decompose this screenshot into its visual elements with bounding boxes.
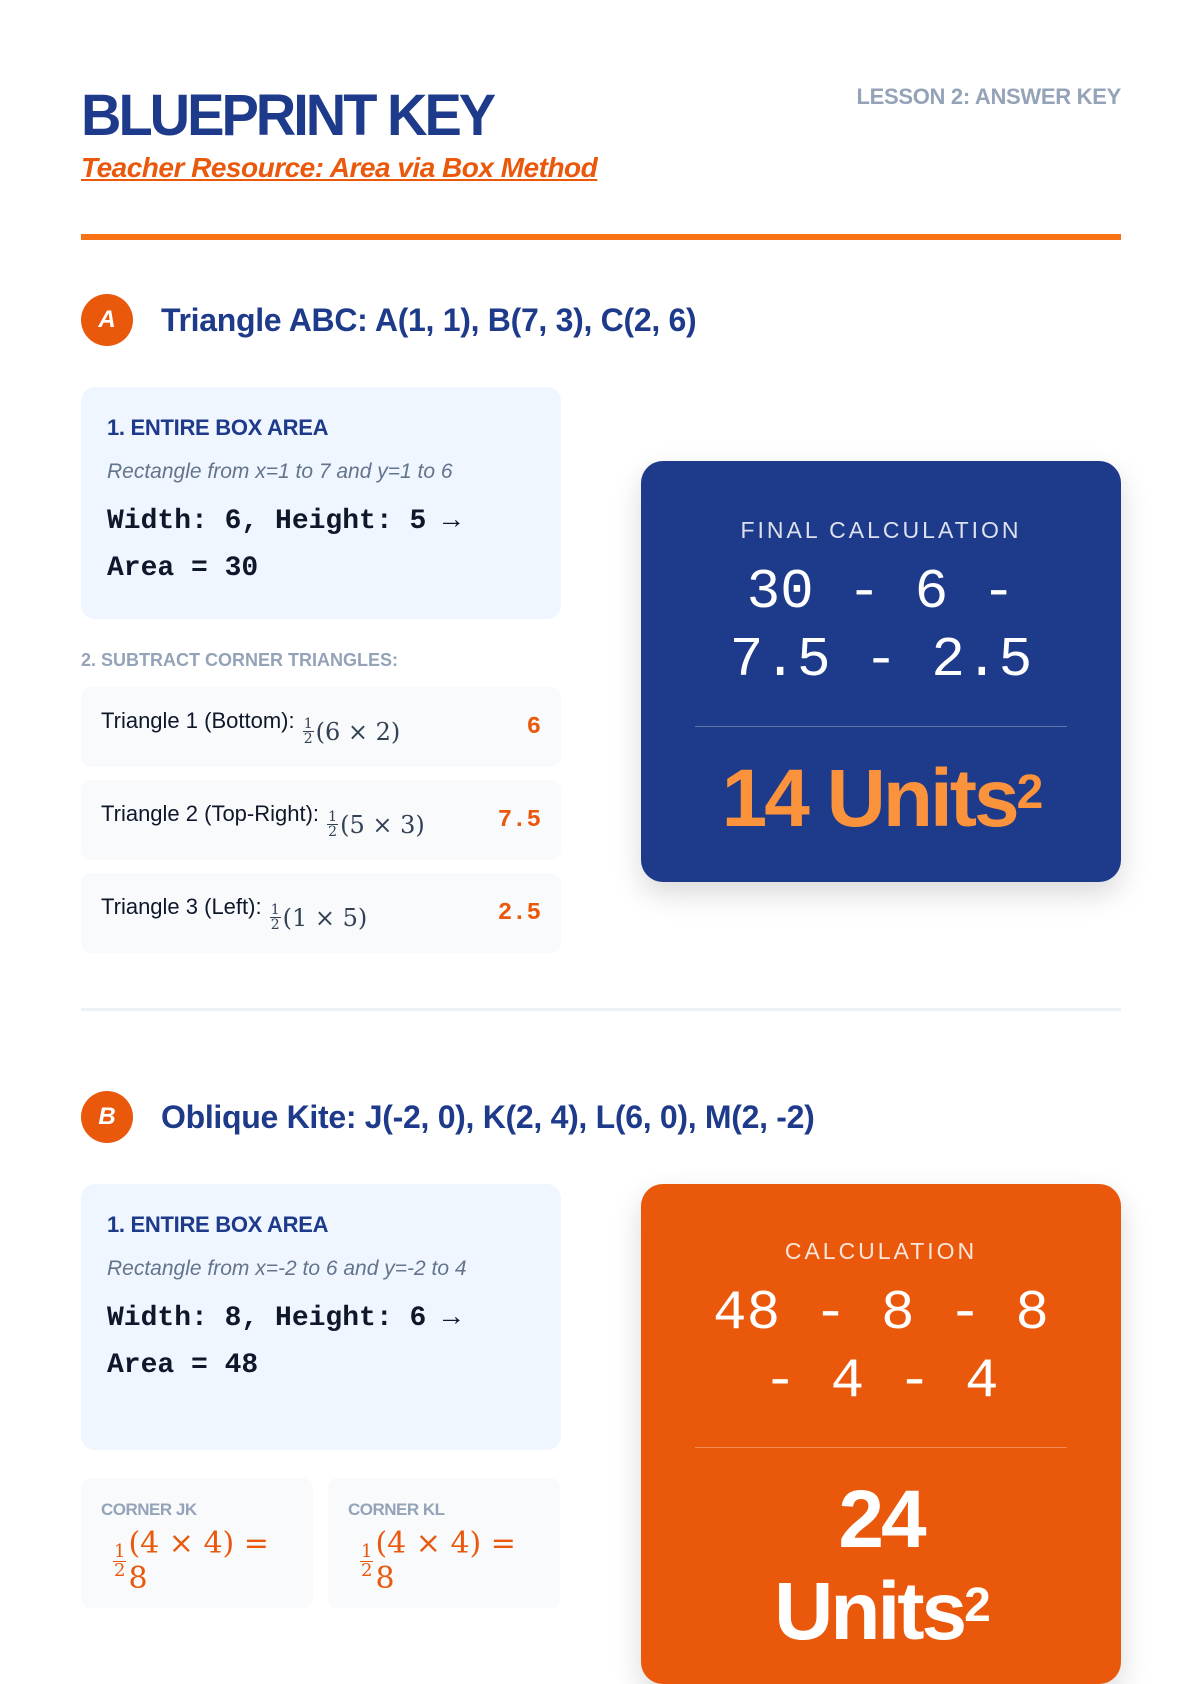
row-value: 2.5 (497, 899, 541, 927)
box-note: Rectangle from x=1 to 7 and y=1 to 6 (107, 460, 453, 483)
row-value: 6 (526, 713, 541, 741)
corner-label: CORNER JK (101, 1500, 197, 1519)
frac-den: 2 (328, 824, 338, 840)
frac-num: 1 (113, 1540, 127, 1562)
frac-num: 1 (302, 716, 314, 732)
box-calc-line: Width: 6, Height: 5 → (107, 506, 460, 537)
box-area-line: Area = 30 (107, 553, 259, 584)
frac-den: 2 (361, 1559, 373, 1581)
section-a-header: A Triangle ABC: A(1, 1), B(7, 3), C(2, 6… (81, 294, 697, 346)
section-badge: B (81, 1091, 133, 1143)
row-label: Triangle 2 (Top-Right): (101, 801, 320, 826)
result-exponent: 2 (964, 1579, 991, 1632)
box-note: Rectangle from x=-2 to 6 and y=-2 to 4 (107, 1257, 467, 1280)
card-caption: CALCULATION (784, 1238, 978, 1264)
frac-num: 1 (327, 809, 339, 825)
row-expr: (1 × 5) (282, 903, 368, 932)
result-value: 24 Units (774, 1474, 967, 1657)
corner-card: CORNER KL 1 2 (4 × 4) = 8 (328, 1478, 560, 1608)
card-result: 24 Units2 (681, 1474, 1081, 1658)
final-calculation-card: FINAL CALCULATION 30 - 6 - 7.5 - 2.5 14 … (641, 461, 1121, 882)
triangle-row: Triangle 3 (Left): 1 2 (1 × 5) 2.5 (81, 873, 561, 953)
page-subtitle: Teacher Resource: Area via Box Method (81, 152, 598, 183)
section-title: Triangle ABC: A(1, 1), B(7, 3), C(2, 6) (161, 301, 697, 338)
card-divider (695, 726, 1067, 727)
triangle-row: Triangle 1 (Bottom): 1 2 (6 × 2) 6 (81, 687, 561, 767)
section-divider (81, 1008, 1121, 1011)
frac-num: 1 (360, 1540, 374, 1562)
section-badge: A (81, 294, 133, 346)
box-heading: 1. ENTIRE BOX AREA (107, 1212, 329, 1237)
corner-expr: (4 × 4) = 8 (128, 1526, 269, 1596)
card-expression: 30 - 6 - 7.5 - 2.5 (729, 560, 1033, 692)
row-label: Triangle 1 (Bottom): (101, 708, 295, 733)
section-b-header: B Oblique Kite: J(-2, 0), K(2, 4), L(6, … (81, 1091, 815, 1143)
corner-card: CORNER JK 1 2 (4 × 4) = 8 (81, 1478, 313, 1608)
header-divider (81, 234, 1121, 240)
row-value: 7.5 (497, 806, 541, 834)
subtract-label: 2. SUBTRACT CORNER TRIANGLES: (81, 650, 399, 670)
box-heading: 1. ENTIRE BOX AREA (107, 415, 329, 440)
triangle-row: Triangle 2 (Top-Right): 1 2 (5 × 3) 7.5 (81, 780, 561, 860)
frac-den: 2 (303, 731, 313, 747)
entire-box-area-panel: 1. ENTIRE BOX AREA Rectangle from x=-2 t… (81, 1184, 561, 1450)
calculation-card: CALCULATION 48 - 8 - 8 - 4 - 4 24 Units2 (641, 1184, 1121, 1684)
lesson-label: LESSON 2: ANSWER KEY (856, 84, 1121, 109)
box-calc-line: Width: 8, Height: 6 → (107, 1303, 460, 1334)
card-divider (695, 1447, 1067, 1448)
frac-num: 1 (269, 902, 281, 918)
box-area-line: Area = 48 (107, 1350, 259, 1381)
card-caption: FINAL CALCULATION (740, 517, 1022, 543)
card-result: 14 Units2 (681, 753, 1081, 845)
frac-den: 2 (114, 1559, 126, 1581)
row-label: Triangle 3 (Left): (101, 894, 262, 919)
row-expr: (6 × 2) (315, 717, 401, 746)
result-value: 14 Units (721, 753, 1020, 844)
corner-label: CORNER KL (348, 1500, 445, 1519)
corner-expr: (4 × 4) = 8 (375, 1526, 516, 1596)
section-title: Oblique Kite: J(-2, 0), K(2, 4), L(6, 0)… (161, 1098, 815, 1135)
frac-den: 2 (270, 917, 280, 933)
result-exponent: 2 (1016, 766, 1044, 819)
entire-box-area-panel: 1. ENTIRE BOX AREA Rectangle from x=1 to… (81, 387, 561, 619)
row-expr: (5 × 3) (340, 810, 425, 839)
card-expression: 48 - 8 - 8 - 4 - 4 (712, 1281, 1050, 1413)
page-title: BLUEPRINT KEY (81, 81, 496, 148)
